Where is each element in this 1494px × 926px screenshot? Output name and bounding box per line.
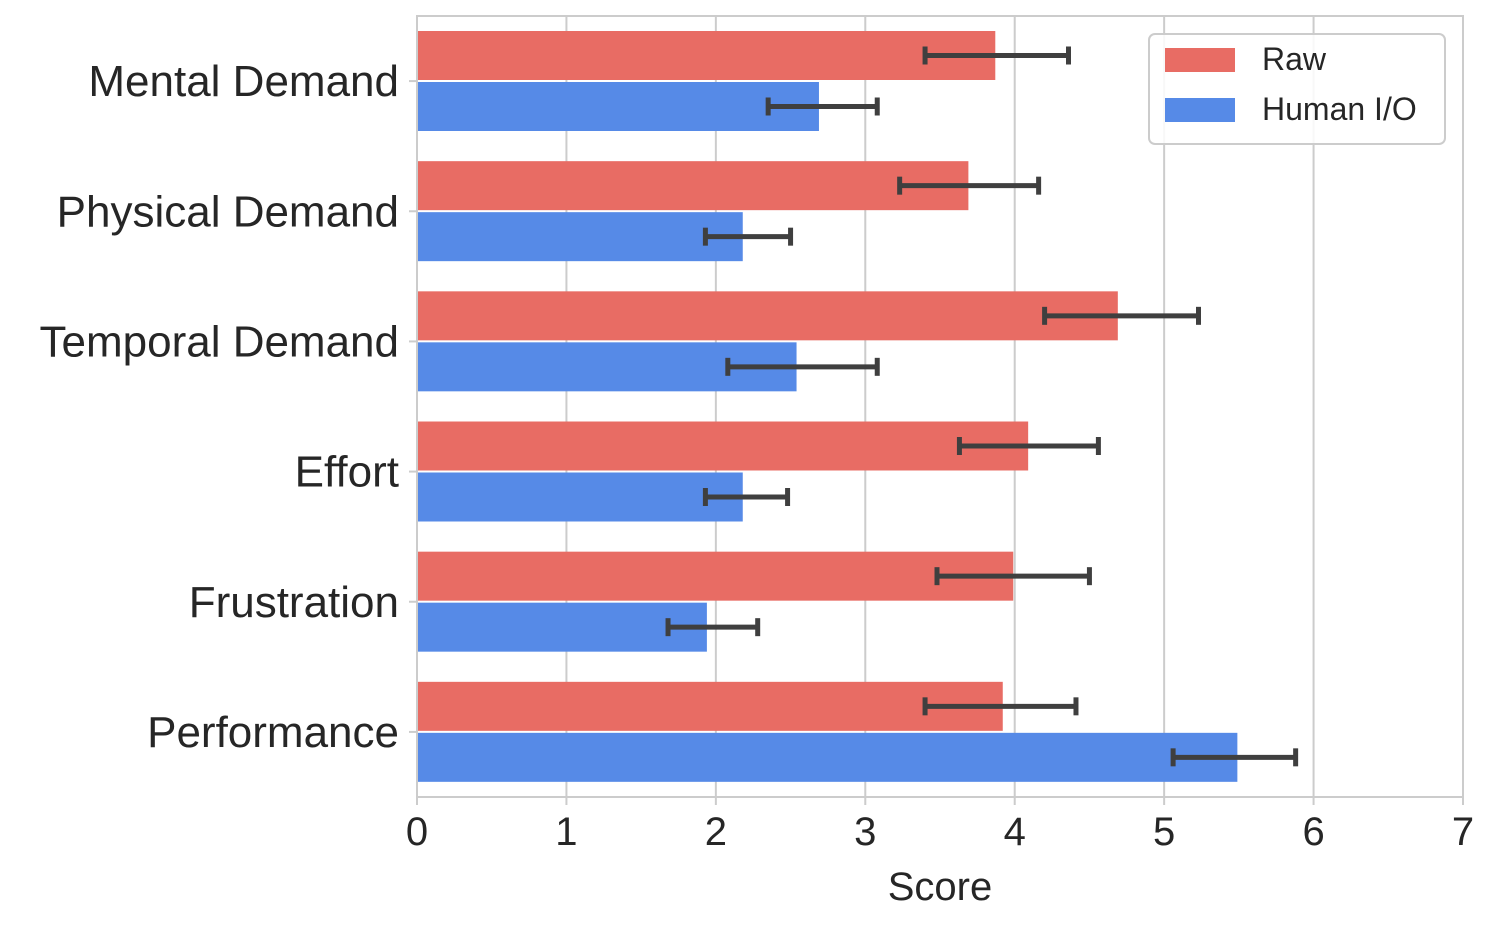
x-tick-labels: 0 1 2 3 4 5 6 7 (406, 797, 1474, 854)
plot-border (416, 15, 1464, 798)
category-labels: Mental Demand Physical Demand Temporal Dem… (40, 57, 417, 757)
x-tick-label: 6 (1302, 810, 1324, 854)
bar (417, 681, 1003, 731)
bar (417, 602, 707, 652)
legend-swatch (1165, 48, 1235, 72)
bar (417, 291, 1118, 341)
category-label: Performance (147, 708, 399, 757)
x-tick-label: 1 (555, 810, 577, 854)
x-tick-label: 3 (854, 810, 876, 854)
bar (417, 732, 1238, 782)
legend-swatch (1165, 98, 1235, 122)
legend: Raw Human I/O (1148, 33, 1446, 145)
error-bars (665, 46, 1299, 767)
legend-label: Raw (1262, 41, 1327, 77)
bar (417, 31, 996, 80)
category-label: Temporal Demand (40, 317, 400, 366)
x-tick-label: 4 (1004, 810, 1026, 854)
bar (417, 421, 1029, 471)
bar (417, 82, 819, 131)
category-label: Frustration (189, 578, 399, 627)
bar (417, 212, 743, 262)
legend-label: Human I/O (1262, 91, 1417, 127)
x-tick-label: 7 (1452, 810, 1474, 854)
x-tick-label: 2 (705, 810, 727, 854)
category-label: Mental Demand (88, 57, 399, 106)
bar (417, 551, 1014, 601)
category-label: Effort (295, 448, 399, 497)
bars (417, 31, 1238, 782)
plot-frame (416, 15, 1464, 798)
bar (417, 472, 743, 522)
category-label: Physical Demand (57, 187, 399, 236)
bar (417, 161, 969, 211)
x-tick-label: 0 (406, 810, 428, 854)
x-tick-label: 5 (1153, 810, 1175, 854)
grid-lines (416, 16, 1464, 797)
x-axis-label: Score (888, 865, 993, 909)
